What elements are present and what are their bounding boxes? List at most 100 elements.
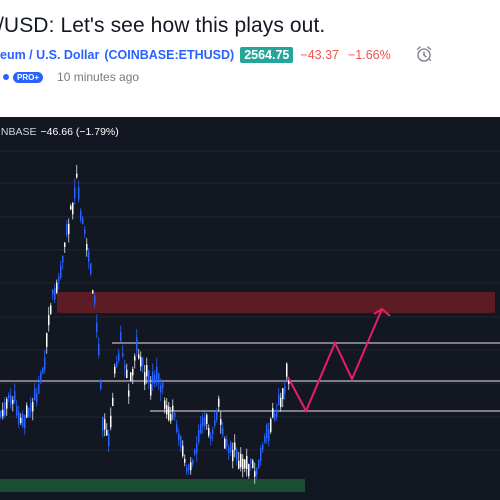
- candle-body: [60, 265, 62, 278]
- candle-body: [46, 333, 48, 347]
- candle-body: [16, 405, 18, 416]
- candle-body: [180, 435, 182, 448]
- candle-body: [148, 370, 150, 383]
- candle-body: [160, 385, 162, 393]
- candle-body: [262, 444, 264, 450]
- price-chart[interactable]: INBASE −46.66 (−1.79%): [0, 117, 500, 500]
- candle-body: [44, 357, 46, 370]
- candle-body: [288, 379, 290, 385]
- candle-body: [30, 403, 32, 412]
- candle-body: [72, 202, 74, 215]
- candle-body: [76, 173, 78, 178]
- candle-body: [136, 337, 138, 351]
- projection-arrowhead: [373, 307, 391, 317]
- candle-body: [186, 467, 188, 472]
- candle-body: [192, 460, 194, 465]
- candle-body: [106, 430, 108, 436]
- candle-body: [228, 447, 230, 453]
- candle-body: [102, 417, 104, 431]
- candle-body: [154, 375, 156, 384]
- candle-body: [32, 401, 34, 412]
- candle-body: [276, 410, 278, 417]
- candle-body: [88, 251, 90, 262]
- pro-plus-badge: PRO+: [13, 71, 44, 83]
- candle-body: [244, 459, 246, 469]
- chart-legend: INBASE −46.66 (−1.79%): [0, 126, 119, 138]
- candle-body: [214, 419, 216, 426]
- candle-body: [166, 405, 168, 415]
- candle-body: [176, 424, 178, 432]
- candle-body: [178, 433, 180, 441]
- candle-body: [188, 464, 190, 471]
- price-change: −43.37: [300, 48, 339, 62]
- candle-body: [10, 394, 12, 406]
- candle-body: [70, 205, 72, 210]
- candle-body: [254, 471, 256, 477]
- candle-body: [248, 464, 250, 477]
- candle-body: [74, 187, 76, 199]
- author-avatar[interactable]: [3, 74, 9, 80]
- candle-body: [184, 458, 186, 463]
- candle-body: [134, 356, 136, 361]
- candle-body: [242, 458, 244, 469]
- projection-path[interactable]: [287, 308, 383, 414]
- candle-body: [246, 455, 248, 469]
- candle-body: [138, 354, 140, 359]
- candle-body: [6, 399, 8, 409]
- candle-body: [216, 409, 218, 420]
- candle-body: [190, 462, 192, 471]
- candle-body: [94, 295, 96, 304]
- candle-body: [164, 400, 166, 409]
- candle-body: [122, 353, 124, 357]
- candle-body: [40, 372, 42, 382]
- candle-body: [206, 414, 208, 424]
- candle-body: [234, 442, 236, 451]
- symbol-name-link[interactable]: eum / U.S. Dollar: [0, 48, 100, 62]
- candle-body: [8, 394, 10, 399]
- candle-body: [218, 398, 220, 407]
- candle-body: [82, 218, 84, 225]
- candle-body: [54, 287, 56, 300]
- candle-body: [232, 449, 234, 462]
- support-zone[interactable]: [0, 479, 305, 492]
- candle-body: [156, 366, 158, 380]
- candle-body: [260, 447, 262, 461]
- candle-body: [104, 419, 106, 430]
- candle-body: [92, 290, 94, 294]
- candle-body: [66, 223, 68, 236]
- candle-body: [0, 410, 2, 418]
- candle-body: [236, 449, 238, 460]
- candle-body: [14, 391, 16, 402]
- chart-canvas[interactable]: [0, 117, 500, 500]
- resistance-zone[interactable]: [57, 292, 495, 313]
- candle-body: [272, 408, 274, 418]
- candle-body: [98, 343, 100, 356]
- candle-body: [34, 388, 36, 401]
- candle-body: [78, 187, 80, 200]
- candle-body: [274, 413, 276, 420]
- candle-body: [282, 388, 284, 399]
- candle-body: [158, 373, 160, 384]
- candle-body: [36, 393, 38, 403]
- candle-body: [26, 405, 28, 418]
- candle-body: [226, 439, 228, 447]
- candle-body: [198, 429, 200, 443]
- candle-body: [142, 358, 144, 366]
- candle-body: [24, 414, 26, 429]
- candle-body: [132, 368, 134, 376]
- candle-body: [264, 436, 266, 443]
- candle-body: [62, 255, 64, 263]
- candle-body: [220, 419, 222, 425]
- alarm-clock-icon[interactable]: [415, 45, 433, 63]
- candle-body: [2, 409, 4, 417]
- candle-body: [128, 390, 130, 397]
- candle-body: [48, 315, 50, 326]
- ticker-link[interactable]: (COINBASE:ETHUSD): [104, 48, 235, 62]
- chart-grid: [0, 150, 500, 451]
- candle-body: [204, 417, 206, 427]
- candle-body: [172, 405, 174, 412]
- candle-body: [120, 332, 122, 341]
- candle-body: [64, 242, 66, 247]
- candle-body: [96, 322, 98, 333]
- idea-header: /USD: Let's see how this plays out. eum …: [0, 0, 500, 117]
